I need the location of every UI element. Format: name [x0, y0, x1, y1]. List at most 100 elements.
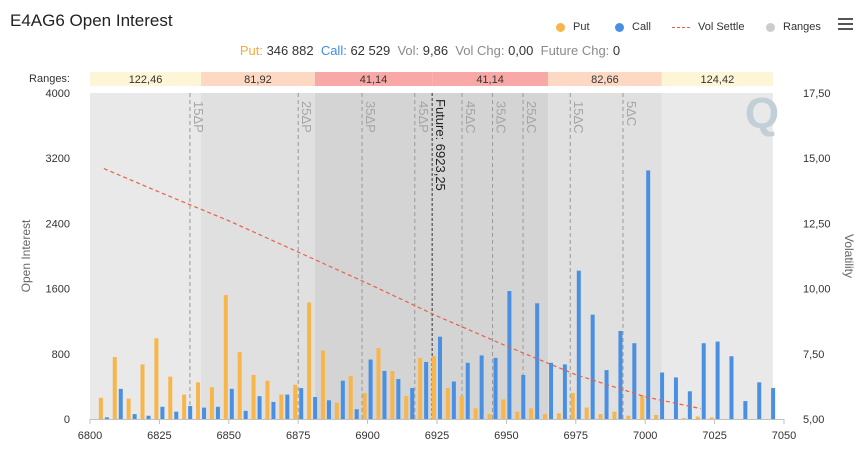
- vol-chg-stat-value: 0,00: [508, 43, 534, 58]
- call-bar: [660, 372, 665, 419]
- put-bar: [112, 357, 117, 419]
- put-bar: [709, 417, 714, 419]
- put-bar: [626, 415, 631, 419]
- call-bar: [687, 391, 692, 419]
- call-bar: [590, 314, 595, 419]
- call-bar: [354, 409, 359, 419]
- y-tick-label: 4000: [46, 88, 70, 100]
- y-tick-label: 3200: [46, 153, 70, 165]
- delta-line-label: 15ΔC: [571, 101, 586, 134]
- x-tick-label: 6850: [217, 430, 241, 442]
- x-tick-label: 6900: [355, 430, 379, 442]
- call-bar: [757, 382, 762, 419]
- call-bar: [562, 364, 567, 419]
- legend-vol[interactable]: Vol Settle: [672, 21, 744, 33]
- delta-line-label: 25ΔC: [524, 101, 539, 134]
- put-bar: [612, 411, 617, 419]
- delta-line-label: 5ΔC: [624, 101, 639, 126]
- x-tick-label: 6950: [494, 430, 518, 442]
- put-bar: [168, 376, 173, 419]
- call-bar: [132, 414, 137, 419]
- y2-tick-label: 17,50: [803, 88, 831, 100]
- put-bar: [515, 411, 520, 419]
- call-bar: [368, 359, 373, 419]
- range-cell-label: 124,42: [701, 74, 735, 86]
- call-bar: [493, 357, 498, 419]
- call-bar: [104, 417, 109, 419]
- x-tick-label: 7000: [633, 430, 657, 442]
- put-bar: [154, 338, 159, 419]
- delta-line-label: 45ΔC: [463, 101, 478, 134]
- call-bar: [646, 170, 651, 419]
- x-tick-label: 7050: [772, 430, 796, 442]
- call-bar: [410, 388, 415, 419]
- summary-stats: Put: 346 882 Call: 62 529 Vol: 9,86 Vol …: [0, 43, 860, 58]
- call-stat-label: Call:: [320, 43, 347, 58]
- put-bar: [432, 356, 436, 419]
- call-bar: [424, 361, 429, 419]
- call-bar: [507, 291, 512, 419]
- future-chg-stat-label: Future Chg:: [540, 43, 610, 58]
- range-cell: [661, 72, 773, 86]
- legend-ranges-label: Ranges: [783, 21, 821, 33]
- legend-put-label: Put: [573, 21, 590, 33]
- legend-call-label: Call: [632, 21, 651, 33]
- put-bar: [307, 302, 312, 419]
- call-stat-value: 62 529: [350, 43, 391, 58]
- put-bar: [640, 395, 645, 419]
- call-legend-marker: [615, 22, 624, 32]
- put-bar: [418, 357, 423, 419]
- call-bar: [160, 406, 165, 419]
- legend-put[interactable]: Put: [556, 21, 590, 33]
- y2-axis-title: Volatility: [842, 234, 856, 278]
- put-bar: [487, 414, 492, 419]
- put-stat-value: 346 882: [266, 43, 314, 58]
- put-bar: [237, 352, 242, 419]
- put-bar: [445, 388, 450, 419]
- delta-line-label: 15ΔP: [191, 101, 206, 133]
- legend-call[interactable]: Call: [615, 21, 651, 33]
- range-cell-label: 81,92: [244, 74, 272, 86]
- range-band: [432, 93, 549, 419]
- put-bar: [584, 407, 589, 419]
- call-bar: [396, 379, 401, 419]
- put-bar: [390, 370, 395, 419]
- put-bar: [320, 350, 325, 419]
- call-bar: [576, 270, 581, 419]
- hamburger-menu-icon[interactable]: [838, 18, 853, 33]
- vol-stat-label: Vol:: [397, 43, 420, 58]
- put-bar: [570, 392, 575, 419]
- call-bar: [743, 401, 748, 419]
- delta-line-label: 45ΔP: [416, 101, 431, 133]
- x-tick-label: 6875: [286, 430, 310, 442]
- y2-tick-label: 12,50: [803, 218, 831, 230]
- call-bar: [257, 396, 262, 419]
- put-bar: [126, 398, 131, 419]
- call-bar: [673, 377, 678, 419]
- put-bar: [348, 375, 353, 419]
- call-bar: [701, 343, 706, 419]
- put-bar: [529, 408, 534, 419]
- range-cell-label: 82,66: [591, 74, 619, 86]
- call-bar: [229, 388, 234, 419]
- vol-stat-value: 9,86: [422, 43, 449, 58]
- y2-tick-label: 5,00: [803, 414, 824, 426]
- range-cell: [432, 72, 549, 86]
- call-bar: [521, 374, 526, 419]
- put-legend-marker: [556, 22, 565, 32]
- call-bar: [771, 388, 776, 419]
- legend-ranges[interactable]: Ranges: [766, 21, 821, 33]
- put-bar: [140, 364, 145, 419]
- put-bar: [459, 396, 464, 419]
- put-bar: [98, 397, 103, 419]
- vol-settle-line: [103, 168, 701, 410]
- put-stat-label: Put:: [239, 43, 263, 58]
- call-bar: [549, 362, 554, 419]
- future-chg-stat-value: 0: [612, 43, 621, 58]
- legend-vol-label: Vol Settle: [698, 21, 745, 33]
- call-bar: [604, 370, 609, 419]
- call-bar: [535, 303, 540, 419]
- put-bar: [209, 387, 214, 419]
- put-bar: [182, 394, 187, 419]
